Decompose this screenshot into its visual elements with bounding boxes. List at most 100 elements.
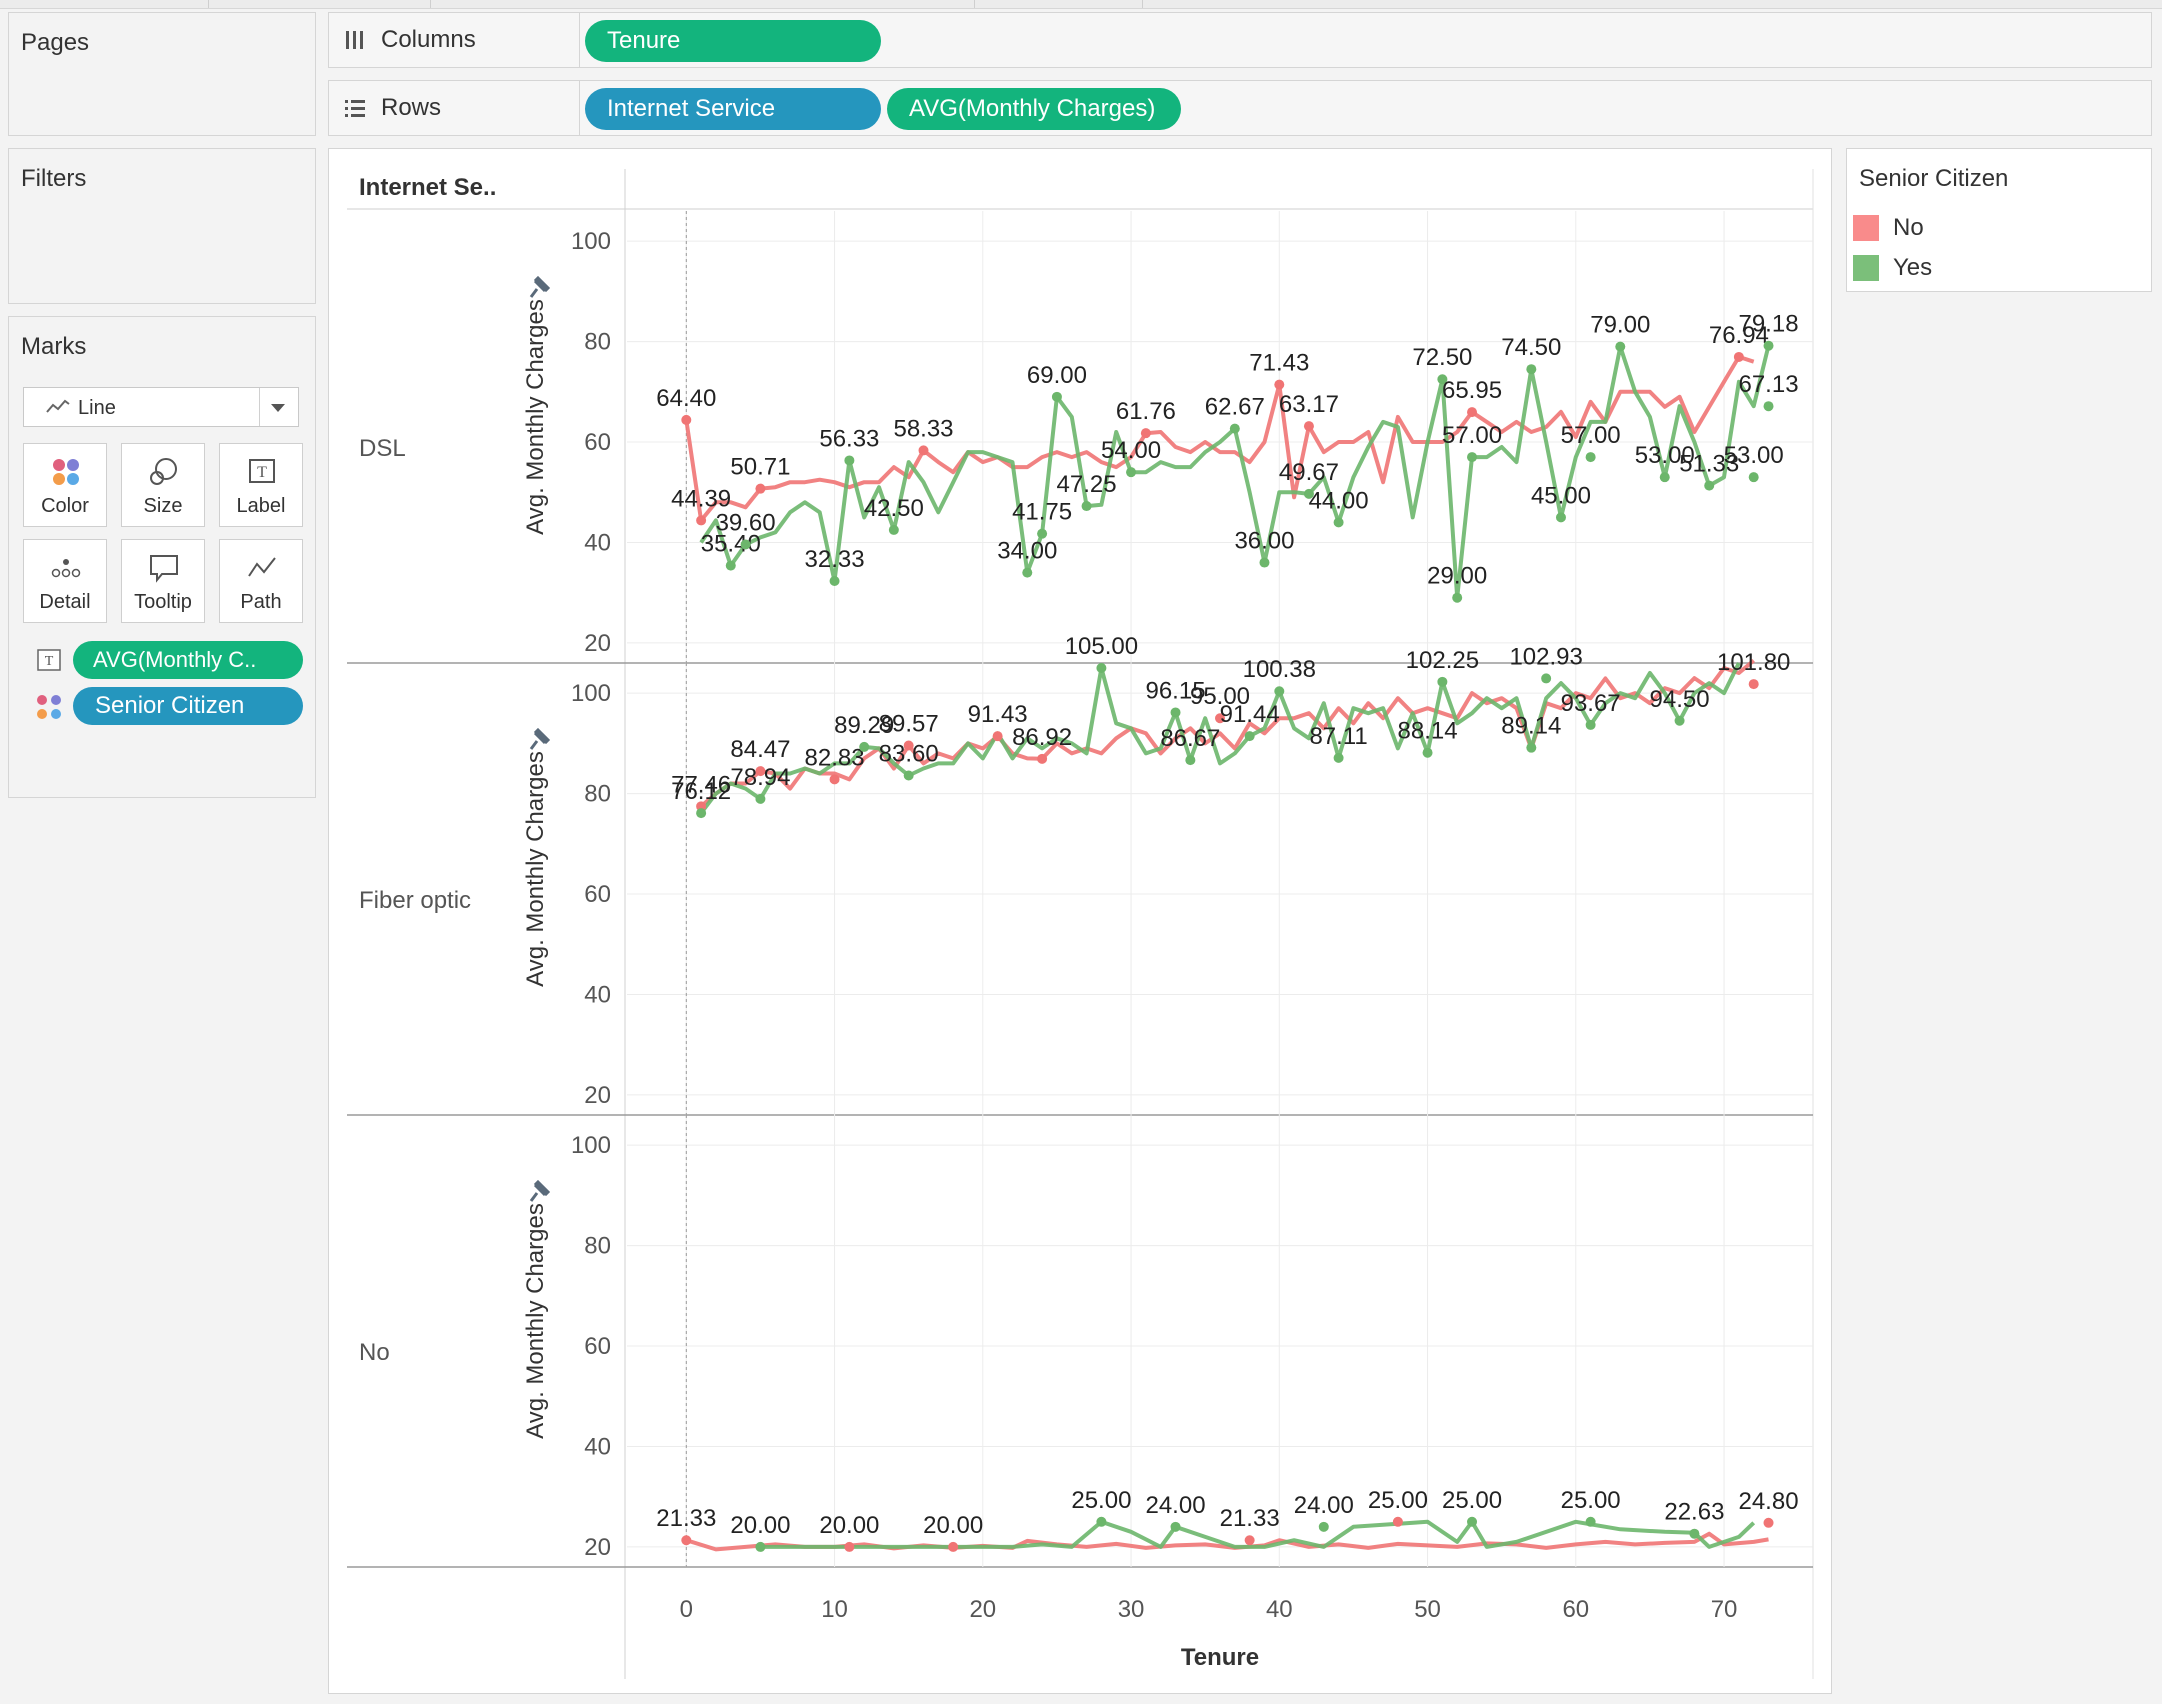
data-point <box>1526 742 1537 753</box>
data-point <box>918 445 929 456</box>
columns-label-text: Columns <box>381 26 476 53</box>
pin-icon <box>529 1179 551 1202</box>
data-label: 89.29 <box>834 712 894 739</box>
data-point <box>1585 719 1596 730</box>
data-label: 76.94 <box>1709 322 1769 349</box>
data-label: 71.43 <box>1249 350 1309 377</box>
data-label: 24.80 <box>1738 1488 1798 1515</box>
y-axis-title: Avg. Monthly Charges <box>522 1203 549 1439</box>
tenure-pill-text: Tenure <box>607 27 681 54</box>
size-button-label: Size <box>143 495 183 517</box>
y-tick-label: 100 <box>571 680 611 707</box>
data-point <box>1170 707 1181 718</box>
data-point <box>1392 1516 1403 1527</box>
data-point <box>1585 452 1596 463</box>
data-point <box>948 1541 959 1552</box>
legend-item-yes[interactable]: Yes <box>1853 253 2143 283</box>
tenure-pill[interactable]: Tenure <box>585 20 881 62</box>
y-tick-label: 60 <box>584 881 611 908</box>
marks-label-pill[interactable]: AVG(Monthly C.. <box>73 641 303 679</box>
data-label: 49.67 <box>1279 459 1339 486</box>
data-point <box>725 560 736 571</box>
data-point <box>1437 676 1448 687</box>
y-tick-label: 60 <box>584 429 611 456</box>
data-point <box>1022 567 1033 578</box>
marks-color-pill-text: Senior Citizen <box>95 692 245 719</box>
detail-button[interactable]: Detail <box>23 539 107 623</box>
x-axis-title: Tenure <box>1181 1644 1259 1671</box>
data-point <box>1333 517 1344 528</box>
data-point <box>1081 501 1092 512</box>
tooltip-button[interactable]: Tooltip <box>121 539 205 623</box>
x-tick-label: 30 <box>1118 1596 1145 1623</box>
data-label: 51.33 <box>1679 451 1739 478</box>
path-button-label: Path <box>240 591 282 613</box>
pages-panel[interactable]: Pages <box>8 12 316 136</box>
data-label: 42.50 <box>864 495 924 522</box>
data-label: 74.50 <box>1501 334 1561 361</box>
data-point <box>1037 528 1048 539</box>
data-label: 25.00 <box>1368 1487 1428 1514</box>
size-icon <box>150 458 177 485</box>
viz-area[interactable]: Internet Se.. 20 40 60 80 100 DSL Avg. Monthly … <box>328 148 1832 1694</box>
data-label: 39.60 <box>716 509 776 536</box>
data-point <box>1140 428 1151 439</box>
color-legend[interactable]: Senior Citizen No Yes <box>1846 148 2152 292</box>
path-button[interactable]: Path <box>219 539 303 623</box>
columns-shelf[interactable]: Columns Tenure <box>328 12 2152 68</box>
filters-panel[interactable]: Filters <box>8 148 316 304</box>
data-point <box>1748 472 1759 483</box>
data-label: 50.71 <box>730 454 790 481</box>
y-tick-label: 40 <box>584 529 611 556</box>
data-point <box>1215 713 1225 724</box>
y-tick-label: 20 <box>584 1082 611 1109</box>
x-tick-label: 50 <box>1414 1596 1441 1623</box>
data-label: 86.92 <box>1012 724 1072 751</box>
y-tick-label: 100 <box>571 228 611 255</box>
rows-shelf[interactable]: Rows Internet Service AVG(Monthly Charge… <box>328 80 2152 136</box>
y-tick-label: 80 <box>584 329 611 356</box>
data-label: 20.00 <box>730 1512 790 1539</box>
marks-color-pill[interactable]: Senior Citizen <box>73 687 303 725</box>
data-label: 91.44 <box>1220 701 1280 728</box>
data-label: 54.00 <box>1101 437 1161 464</box>
label-button[interactable]: T Label <box>219 443 303 527</box>
mark-type-dropdown[interactable]: Line <box>23 387 299 427</box>
data-point <box>755 483 766 494</box>
series-line-yes <box>699 662 1741 815</box>
chevron-down-icon[interactable] <box>270 403 286 413</box>
color-button[interactable]: Color <box>23 443 107 527</box>
data-point <box>1541 673 1552 684</box>
data-point <box>1467 452 1478 463</box>
x-tick-label: 60 <box>1562 1596 1589 1623</box>
internet-service-pill[interactable]: Internet Service <box>585 88 881 130</box>
data-point <box>1037 753 1048 764</box>
label-field-icon: T <box>37 649 61 671</box>
avg-monthly-charges-pill[interactable]: AVG(Monthly Charges) <box>887 88 1181 130</box>
rows-label-text: Rows <box>381 94 442 121</box>
data-label: 88.14 <box>1398 718 1458 745</box>
marks-panel: Marks Line Color Size T Label <box>8 316 316 798</box>
data-point <box>1096 663 1107 674</box>
data-point <box>992 731 1003 742</box>
y-tick-label: 40 <box>584 1433 611 1460</box>
legend-item-no[interactable]: No <box>1853 213 2143 243</box>
data-label: 24.00 <box>1294 1492 1354 1519</box>
y-tick-label: 80 <box>584 781 611 808</box>
legend-label-no: No <box>1893 214 1924 241</box>
size-button[interactable]: Size <box>121 443 205 527</box>
data-label: 24.00 <box>1145 1492 1205 1519</box>
row-header-fiber-optic: Fiber optic <box>359 887 471 914</box>
data-label: 77.46 <box>671 771 731 798</box>
data-point <box>755 793 766 804</box>
toolbar-strip <box>0 0 2162 9</box>
columns-icon <box>346 31 363 49</box>
data-point <box>1659 472 1670 483</box>
mark-type-label: Line <box>78 397 116 419</box>
data-label: 65.95 <box>1442 377 1502 404</box>
data-point <box>1244 1535 1255 1546</box>
data-point <box>755 1541 766 1552</box>
data-label: 36.00 <box>1234 528 1294 555</box>
data-point <box>1303 421 1314 432</box>
